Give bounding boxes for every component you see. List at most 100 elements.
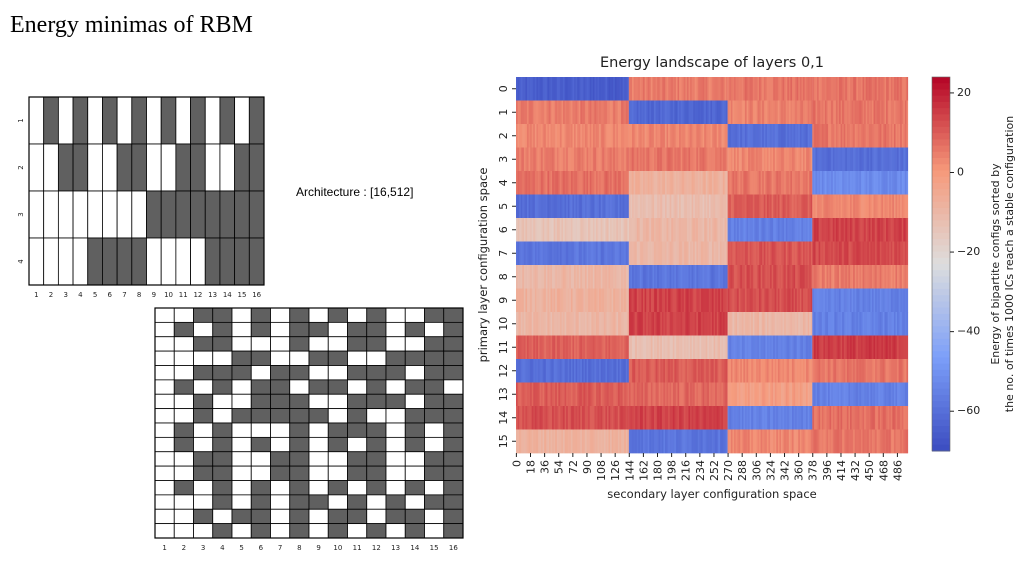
heatmap-stripe <box>832 265 835 289</box>
heatmap-stripe <box>791 265 794 289</box>
heatmap-stripe <box>603 429 606 454</box>
heatmap-stripe <box>864 194 866 219</box>
heatmap-stripe <box>663 124 666 148</box>
heatmap-stripe <box>525 382 528 407</box>
heatmap-stripe <box>870 265 873 289</box>
colorbar-segment <box>932 145 950 153</box>
heatmap-stripe <box>630 265 633 289</box>
heatmap-stripe <box>846 194 849 219</box>
heatmap-stripe <box>566 77 568 101</box>
heatmap-stripe <box>603 124 606 148</box>
heatmap-stripe <box>564 100 567 125</box>
heatmap-stripe <box>539 382 542 407</box>
heatmap-stripe <box>795 241 797 266</box>
heatmap-stripe <box>780 382 783 407</box>
heatmap-stripe <box>641 312 644 336</box>
heatmap-stripe <box>552 77 554 101</box>
heatmap-stripe <box>840 194 843 219</box>
heatmap-stripe <box>672 359 675 383</box>
heatmap-stripe <box>727 147 730 172</box>
heatmap-stripe <box>895 147 898 172</box>
heatmap-stripe <box>746 147 749 172</box>
y-tick-label: 11 <box>497 340 510 354</box>
heatmap-stripe <box>707 406 710 430</box>
heatmap-stripe <box>763 359 766 383</box>
heatmap-stripe <box>846 171 849 195</box>
heatmap-stripe <box>572 335 575 360</box>
heatmap-stripe <box>539 124 542 148</box>
heatmap-stripe <box>829 241 832 266</box>
colorbar-segment <box>932 376 950 383</box>
heatmap-stripe <box>708 312 711 336</box>
heatmap-stripe <box>751 100 753 125</box>
heatmap-stripe <box>574 406 576 430</box>
heatmap-stripe <box>845 194 848 219</box>
heatmap-stripe <box>548 77 551 101</box>
heatmap-stripe <box>704 218 706 242</box>
heatmap-stripe <box>867 241 869 266</box>
heatmap-stripe <box>895 288 898 313</box>
heatmap-stripe <box>787 241 790 266</box>
heatmap-stripe <box>879 429 882 454</box>
heatmap-stripe <box>829 100 832 125</box>
heatmap-stripe <box>887 288 890 313</box>
heatmap-stripe <box>594 359 597 383</box>
heatmap-stripe <box>558 100 561 125</box>
heatmap-stripe <box>685 241 688 266</box>
heatmap-stripe <box>561 265 564 289</box>
heatmap-stripe <box>726 218 728 242</box>
heatmap-stripe <box>876 171 879 195</box>
heatmap-stripe <box>903 147 906 172</box>
heatmap-stripe <box>627 382 630 407</box>
heatmap-stripe <box>646 312 648 336</box>
heatmap-stripe <box>849 312 852 336</box>
heatmap-stripe <box>867 218 869 242</box>
heatmap-stripe <box>882 241 885 266</box>
heatmap-stripe <box>839 406 841 430</box>
heatmap-stripe <box>622 171 625 195</box>
heatmap-stripe <box>588 77 590 101</box>
heatmap-stripe <box>713 171 716 195</box>
heatmap-stripe <box>795 194 797 219</box>
heatmap-stripe <box>545 335 548 360</box>
heatmap-stripe <box>606 429 609 454</box>
heatmap-stripe <box>685 77 688 101</box>
heatmap-stripe <box>712 312 714 336</box>
heatmap-stripe <box>675 100 678 125</box>
heatmap-stripe <box>685 429 688 454</box>
heatmap-stripe <box>558 382 561 407</box>
heatmap-stripe <box>777 312 780 336</box>
heatmap-stripe <box>810 241 813 266</box>
heatmap-stripe <box>611 100 614 125</box>
heatmap-stripe <box>763 382 766 407</box>
heatmap-stripe <box>817 241 819 266</box>
heatmap-stripe <box>628 124 631 148</box>
heatmap-stripe <box>719 171 722 195</box>
heatmap-stripe <box>887 100 890 125</box>
heatmap-stripe <box>696 100 699 125</box>
heatmap-stripe <box>735 335 738 360</box>
heatmap-stripe <box>710 147 713 172</box>
heatmap-stripe <box>710 406 713 430</box>
heatmap-stripe <box>790 147 793 172</box>
heatmap-stripe <box>812 147 815 172</box>
heatmap-stripe <box>848 359 851 383</box>
heatmap-stripe <box>765 406 768 430</box>
heatmap-stripe <box>726 359 728 383</box>
heatmap-stripe <box>658 77 661 101</box>
heatmap-stripe <box>741 382 744 407</box>
heatmap-stripe <box>539 429 542 454</box>
heatmap-stripe <box>652 288 655 313</box>
heatmap-stripe <box>788 265 791 289</box>
heatmap-stripe <box>901 241 904 266</box>
heatmap-stripe <box>592 429 595 454</box>
heatmap-stripe <box>622 77 625 101</box>
heatmap-stripe <box>904 265 907 289</box>
heatmap-stripe <box>685 124 688 148</box>
heatmap-stripe <box>653 218 656 242</box>
heatmap-stripe <box>738 147 741 172</box>
heatmap-stripe <box>697 241 700 266</box>
heatmap-stripe <box>746 241 749 266</box>
heatmap-stripe <box>694 406 697 430</box>
heatmap-stripe <box>849 288 852 313</box>
